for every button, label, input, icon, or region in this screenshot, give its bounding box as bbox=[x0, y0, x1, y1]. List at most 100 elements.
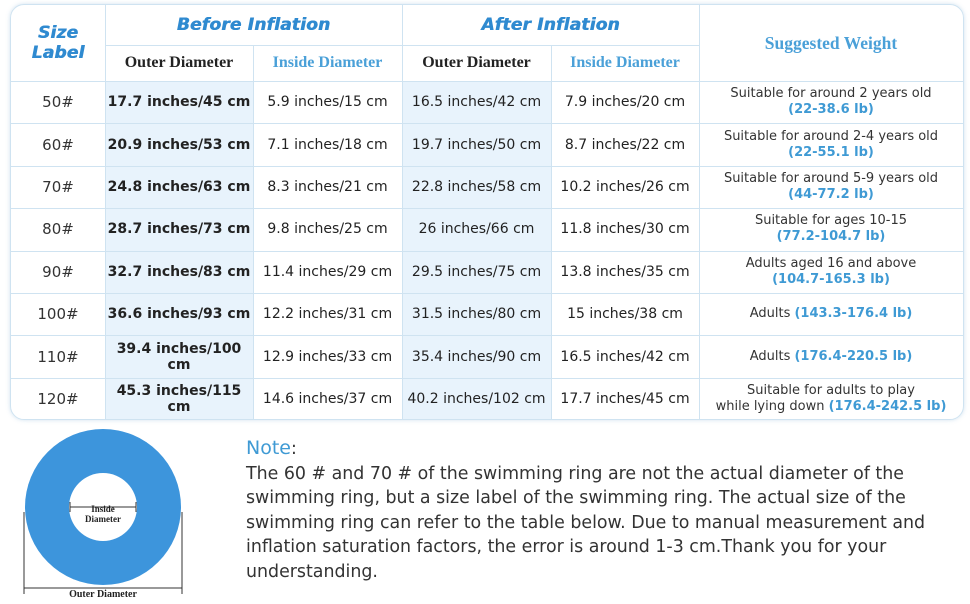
before-outer-cell: 20.9 inches/53 cm bbox=[107, 136, 251, 153]
after-inside-cell: 7.9 inches/20 cm bbox=[564, 94, 686, 111]
weight-range: (44-77.2 lb) bbox=[788, 186, 874, 202]
after-inside-cell: 15 inches/38 cm bbox=[567, 306, 683, 323]
before-inside-diameter-header: Inside Diameter bbox=[272, 54, 383, 71]
row-divider bbox=[11, 123, 963, 125]
weight-range: (22-38.6 lb) bbox=[788, 102, 874, 118]
size-cell: 110# bbox=[37, 347, 79, 366]
after-inside-cell: 13.8 inches/35 cm bbox=[560, 263, 690, 280]
weight-text: Adults aged 16 and above bbox=[745, 255, 917, 271]
size-cell: 70# bbox=[42, 177, 74, 196]
note-body: The 60 # and 70 # of the swimming ring a… bbox=[246, 463, 926, 582]
weight-text: Suitable for around 2-4 years old bbox=[723, 128, 939, 144]
weight-text: Suitable for ages 10-15 bbox=[754, 213, 908, 229]
row-divider bbox=[11, 165, 963, 167]
size-label-line1: Size bbox=[37, 23, 79, 43]
size-label-line2: Label bbox=[31, 43, 85, 63]
inside-diameter-label-line1: Inside bbox=[91, 504, 115, 514]
after-inside-cell: 8.7 inches/22 cm bbox=[564, 136, 686, 153]
before-inside-cell: 8.3 inches/21 cm bbox=[267, 178, 388, 195]
after-outer-cell: 40.2 inches/102 cm bbox=[407, 390, 546, 407]
after-outer-cell: 31.5 inches/80 cm bbox=[411, 306, 542, 323]
outer-diameter-label: Outer Diameter bbox=[69, 589, 137, 600]
after-outer-cell: 22.8 inches/58 cm bbox=[411, 178, 542, 195]
row-divider bbox=[11, 250, 963, 252]
before-outer-cell: 17.7 inches/45 cm bbox=[107, 94, 251, 111]
after-outer-cell: 29.5 inches/75 cm bbox=[411, 263, 542, 280]
size-cell: 120# bbox=[37, 389, 79, 408]
before-outer-cell: 36.6 inches/93 cm bbox=[107, 306, 251, 323]
after-outer-cell: 26 inches/66 cm bbox=[418, 221, 535, 238]
weight-range: (176.4-242.5 lb) bbox=[828, 398, 947, 414]
after-outer-cell: 16.5 inches/42 cm bbox=[411, 94, 542, 111]
weight-cell: Suitable for around 2 years old (22-38.6 … bbox=[699, 81, 963, 123]
before-outer-column-shade bbox=[105, 81, 253, 419]
column-divider bbox=[699, 5, 700, 419]
row-divider bbox=[11, 208, 963, 210]
before-inside-cell: 14.6 inches/37 cm bbox=[262, 390, 393, 407]
after-inside-cell: 11.8 inches/30 cm bbox=[560, 221, 690, 238]
before-inside-cell: 5.9 inches/15 cm bbox=[267, 94, 388, 111]
weight-range: (104.7-165.3 lb) bbox=[772, 271, 890, 287]
suggested-weight-header: Suggested Weight bbox=[764, 32, 898, 53]
weight-range: (143.3-176.4 lb) bbox=[794, 306, 913, 322]
weight-range: (22-55.1 lb) bbox=[788, 144, 874, 160]
after-outer-diameter-header: Outer Diameter bbox=[422, 54, 531, 71]
after-inside-cell: 10.2 inches/26 cm bbox=[560, 178, 690, 195]
weight-text: Suitable for around 2 years old bbox=[730, 86, 932, 102]
column-divider bbox=[551, 45, 552, 419]
row-divider bbox=[11, 293, 963, 294]
weight-cell: Suitable for adults to play while lying d… bbox=[699, 378, 963, 419]
column-divider bbox=[253, 45, 254, 419]
header-divider bbox=[105, 45, 699, 46]
row-divider bbox=[11, 335, 963, 337]
after-inside-diameter-header: Inside Diameter bbox=[570, 54, 680, 71]
after-inside-cell: 17.7 inches/45 cm bbox=[560, 390, 690, 407]
before-outer-cell: 32.7 inches/83 cm bbox=[107, 263, 251, 280]
note-block: Note: The 60 # and 70 # of the swimming … bbox=[246, 436, 962, 584]
after-outer-cell: 35.4 inches/90 cm bbox=[411, 348, 542, 365]
inside-diameter-label-line2: Diameter bbox=[85, 514, 121, 524]
weight-range: (176.4-220.5 lb) bbox=[794, 348, 913, 364]
ring-diagram: Inside Diameter Outer Diameter bbox=[18, 422, 190, 600]
size-table: Size Label Before Inflation After Inflat… bbox=[10, 4, 964, 420]
before-inflation-header: Before Inflation bbox=[176, 15, 331, 35]
row-divider bbox=[11, 81, 963, 82]
weight-text-2: while lying down bbox=[715, 398, 825, 414]
size-cell: 100# bbox=[37, 305, 79, 324]
weight-cell: Suitable for around 2-4 years old (22-55.… bbox=[699, 123, 963, 165]
after-outer-column-shade bbox=[402, 81, 551, 419]
ring-diagram-graphic: Inside Diameter Outer Diameter bbox=[23, 429, 183, 600]
note-title: Note bbox=[246, 437, 291, 459]
size-cell: 60# bbox=[42, 135, 74, 154]
weight-range: (77.2-104.7 lb) bbox=[776, 229, 886, 245]
weight-cell: Suitable for around 5-9 years old (44-77.… bbox=[699, 166, 963, 208]
after-outer-cell: 19.7 inches/50 cm bbox=[411, 136, 542, 153]
before-inside-cell: 9.8 inches/25 cm bbox=[267, 221, 388, 238]
column-divider bbox=[402, 5, 403, 419]
size-cell: 50# bbox=[42, 93, 74, 112]
weight-line: Adults (143.3-176.4 lb) bbox=[750, 306, 913, 322]
size-label-header: Size Label bbox=[11, 5, 105, 81]
weight-line: while lying down (176.4-242.5 lb) bbox=[716, 399, 947, 415]
note-heading: Note: bbox=[246, 436, 962, 462]
weight-cell: Adults (143.3-176.4 lb) bbox=[699, 293, 963, 335]
before-outer-cell: 24.8 inches/63 cm bbox=[107, 178, 251, 195]
after-inflation-header: After Inflation bbox=[481, 15, 620, 35]
before-inside-cell: 12.2 inches/31 cm bbox=[262, 306, 393, 323]
size-cell: 80# bbox=[42, 220, 74, 239]
weight-text: Adults bbox=[749, 348, 791, 364]
weight-text: Suitable for around 5-9 years old bbox=[723, 170, 939, 186]
row-divider bbox=[11, 377, 963, 379]
before-outer-diameter-header: Outer Diameter bbox=[124, 54, 234, 71]
column-divider bbox=[105, 5, 106, 419]
note-colon: : bbox=[290, 439, 297, 459]
after-inside-cell: 16.5 inches/42 cm bbox=[560, 348, 690, 365]
weight-text: Adults bbox=[749, 306, 791, 322]
weight-text: Suitable for adults to play bbox=[747, 382, 915, 398]
before-inside-cell: 7.1 inches/18 cm bbox=[267, 136, 388, 153]
before-outer-cell: 45.3 inches/115 cm bbox=[116, 382, 242, 415]
weight-cell: Adults aged 16 and above (104.7-165.3 lb) bbox=[699, 251, 963, 293]
before-inside-cell: 12.9 inches/33 cm bbox=[262, 348, 393, 365]
size-cell: 90# bbox=[42, 262, 74, 281]
weight-line: Adults (176.4-220.5 lb) bbox=[750, 349, 913, 365]
